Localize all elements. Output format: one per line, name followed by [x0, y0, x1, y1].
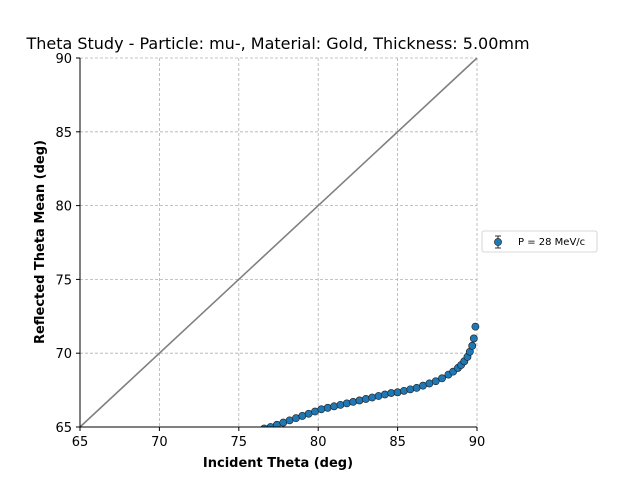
data-point [380, 390, 389, 399]
y-tick-label: 90 [55, 52, 72, 67]
legend-marker [494, 235, 502, 249]
data-point [471, 322, 480, 331]
x-axis-label: Incident Theta (deg) [203, 456, 353, 471]
data-point [387, 389, 396, 397]
data-points [260, 322, 480, 427]
y-tick-label: 70 [55, 347, 72, 362]
data-point [431, 377, 440, 386]
reference-line [79, 57, 478, 428]
data-point [468, 341, 477, 350]
data-point [469, 334, 478, 343]
y-tick-label: 85 [55, 126, 72, 141]
data-point [368, 393, 377, 402]
gridlines [80, 57, 478, 427]
y-tick-label: 80 [55, 200, 72, 215]
x-ticks: 65 70 75 80 85 90 [72, 427, 486, 450]
y-axis-label: Reflected Theta Mean (deg) [33, 140, 48, 344]
data-point [349, 398, 358, 406]
data-point [400, 386, 408, 395]
data-point [393, 388, 402, 397]
data-point [406, 385, 415, 394]
x-tick-label: 80 [310, 435, 327, 450]
data-point [361, 395, 370, 403]
data-point [323, 403, 332, 412]
x-tick-label: 70 [151, 435, 168, 450]
data-point [336, 400, 345, 409]
data-point [330, 402, 338, 411]
data-point [317, 405, 326, 414]
x-tick-label: 75 [231, 435, 248, 450]
y-tick-label: 65 [55, 421, 72, 436]
legend-point [494, 238, 502, 246]
y-tick-label: 75 [55, 273, 72, 288]
data-point [374, 392, 383, 400]
chart-title: Theta Study - Particle: mu-, Material: G… [25, 34, 529, 53]
x-tick-label: 85 [389, 435, 406, 450]
data-point [342, 399, 351, 408]
legend-frame [481, 230, 598, 253]
legend: P = 28 MeV/c [481, 230, 598, 253]
data-point [355, 396, 364, 405]
y-ticks: 65 70 75 80 85 90 [55, 52, 80, 436]
x-tick-label: 65 [72, 435, 89, 450]
x-tick-label: 90 [469, 435, 486, 450]
legend-label: P = 28 MeV/c [518, 237, 585, 248]
data-point [260, 424, 268, 427]
data-point [438, 374, 446, 383]
